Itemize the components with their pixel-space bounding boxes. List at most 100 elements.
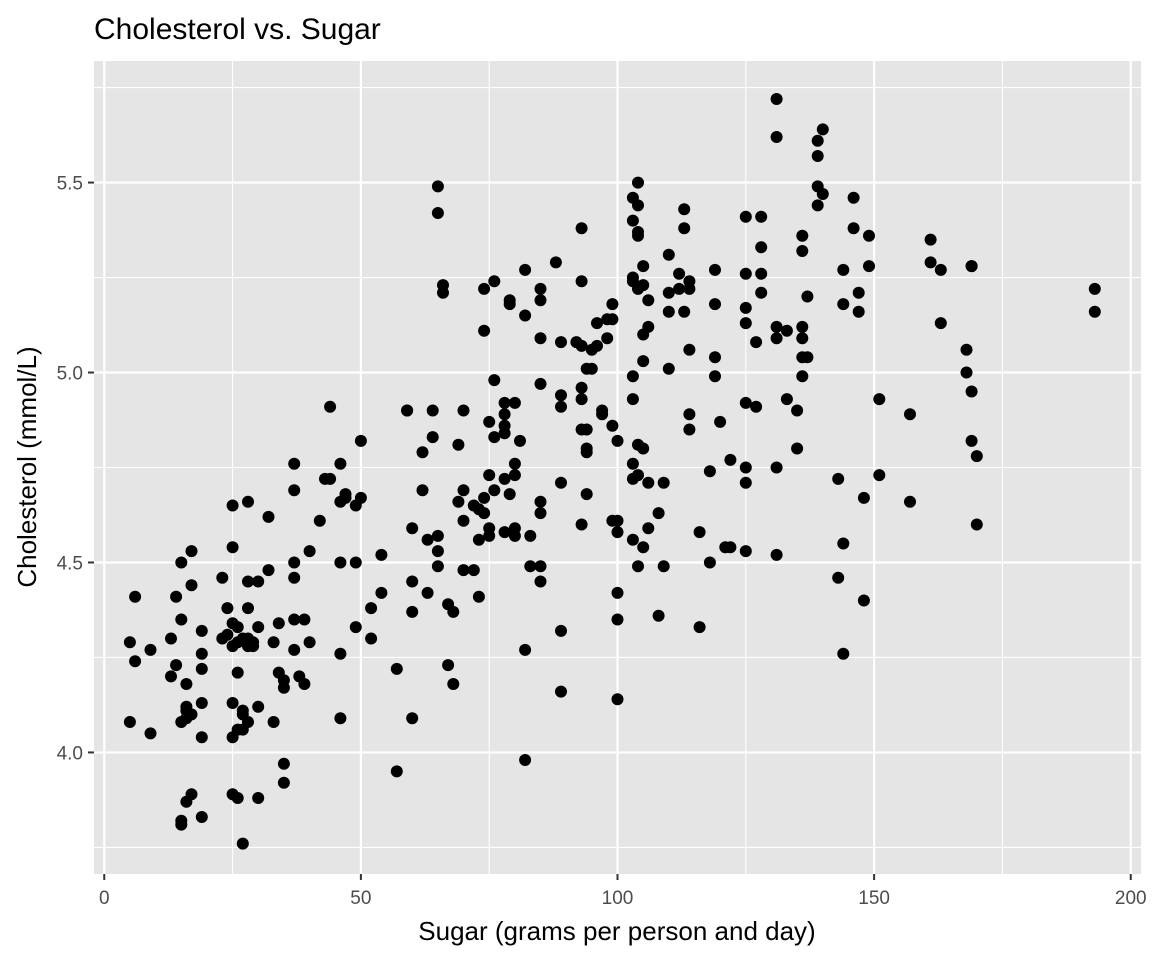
data-point (965, 260, 978, 273)
data-point (837, 647, 850, 660)
data-point (195, 624, 208, 637)
data-point (852, 305, 865, 318)
data-point (375, 548, 388, 561)
data-point (832, 472, 845, 485)
data-point (457, 564, 470, 577)
data-point (693, 621, 706, 634)
data-point (123, 716, 136, 728)
data-point (534, 332, 547, 345)
data-point (642, 522, 655, 535)
data-point (185, 708, 198, 721)
data-point (709, 263, 721, 276)
data-point (313, 514, 326, 527)
data-point (421, 586, 434, 599)
data-point (534, 294, 547, 307)
data-point (503, 298, 516, 311)
data-point (632, 469, 644, 482)
data-point (863, 229, 875, 242)
data-point (637, 541, 650, 554)
data-point (478, 507, 491, 520)
data-point (252, 700, 265, 713)
chart-title: Cholesterol vs. Sugar (94, 13, 381, 46)
data-point (662, 362, 675, 375)
data-point (662, 248, 675, 261)
data-point (970, 450, 983, 463)
data-point (390, 765, 403, 778)
data-point (673, 267, 686, 280)
y-axis: 4.0 4.5 5.0 5.5 (57, 174, 94, 764)
data-point (226, 697, 239, 709)
y-tick-label: 4.0 (57, 743, 83, 764)
data-point (452, 438, 465, 451)
data-point (770, 93, 783, 105)
data-point (750, 336, 763, 349)
x-tick-label: 150 (858, 888, 890, 909)
data-point (632, 176, 644, 189)
data-point (642, 320, 655, 333)
data-point (837, 537, 850, 550)
data-point (252, 575, 265, 588)
data-point (837, 263, 850, 276)
data-point (123, 636, 136, 649)
data-points (123, 93, 1101, 850)
data-point (277, 776, 290, 789)
data-point (431, 529, 444, 542)
data-point (242, 602, 254, 615)
data-point (575, 381, 588, 394)
data-point (406, 605, 419, 618)
data-point (334, 457, 347, 470)
y-tick-label: 5.5 (57, 174, 83, 195)
data-point (857, 594, 870, 607)
data-point (129, 590, 142, 603)
y-axis-title: Cholesterol (mmol/L) (12, 346, 42, 587)
data-point (683, 408, 696, 421)
data-point (791, 404, 804, 417)
data-point (226, 541, 239, 554)
data-point (960, 366, 973, 379)
data-point (165, 632, 177, 645)
data-point (652, 609, 665, 622)
data-point (277, 757, 290, 770)
data-point (555, 400, 567, 413)
data-point (739, 267, 752, 280)
data-point (195, 647, 208, 660)
data-point (601, 332, 614, 345)
data-point (288, 484, 301, 497)
data-point (632, 199, 644, 212)
data-point (709, 351, 721, 364)
data-point (483, 529, 496, 542)
data-point (637, 260, 650, 273)
data-point (796, 370, 809, 383)
data-point (303, 636, 316, 649)
data-point (406, 575, 419, 588)
data-point (324, 472, 337, 485)
data-point (339, 491, 352, 504)
data-point (267, 636, 280, 649)
data-point (811, 134, 824, 147)
data-point (478, 491, 491, 504)
data-point (709, 298, 721, 311)
data-point (683, 423, 696, 436)
data-point (416, 446, 429, 459)
data-point (934, 263, 947, 276)
data-point (195, 811, 208, 823)
data-point (626, 393, 639, 406)
data-point (580, 488, 593, 501)
data-point (478, 324, 491, 337)
data-point (632, 229, 644, 242)
data-point (267, 716, 280, 728)
data-point (519, 754, 532, 766)
data-point (175, 556, 188, 569)
data-point (165, 670, 177, 683)
data-point (924, 256, 937, 269)
data-point (960, 343, 973, 356)
data-point (555, 336, 567, 349)
data-point (703, 465, 716, 478)
data-point (498, 472, 511, 485)
data-point (277, 681, 290, 694)
data-point (437, 286, 449, 299)
data-point (185, 545, 198, 558)
data-point (965, 434, 978, 447)
data-point (709, 370, 721, 383)
